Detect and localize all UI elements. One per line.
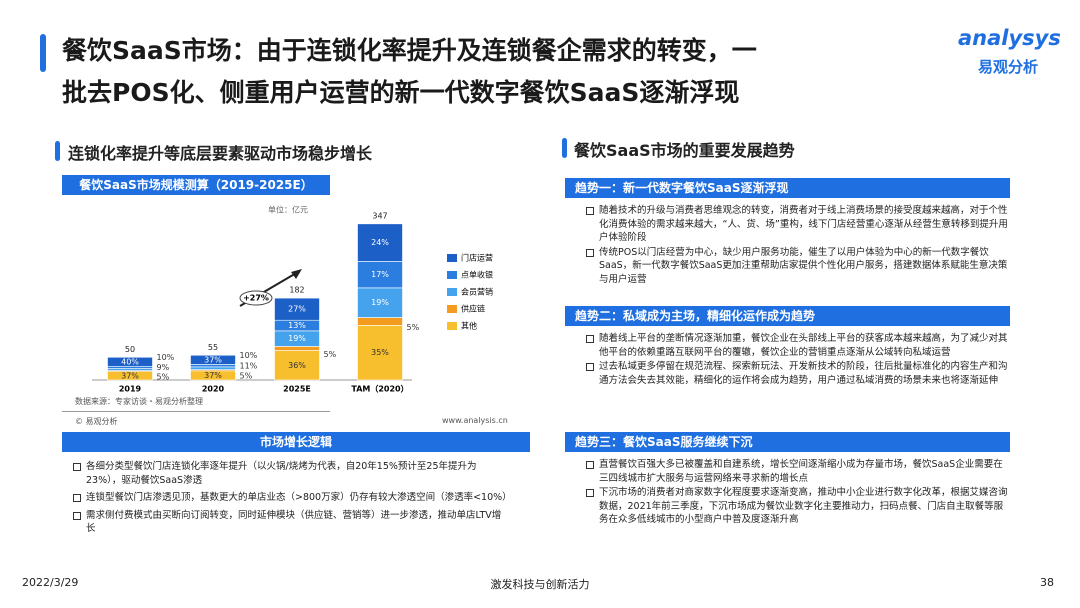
legend-label: 门店运营 (461, 253, 493, 263)
date: 2022/3/29 (22, 576, 79, 589)
logic-banner: 市场增长逻辑 (62, 432, 530, 452)
trend-item: 传统POS以门店经营为中心，缺少用户服务功能，催生了以用户体验为中心的新一代数字… (583, 246, 1008, 287)
title-accent (40, 34, 46, 72)
trend-item: 随着线上平台的垄断情况逐渐加重，餐饮企业在头部线上平台的获客成本越来越高，为了减… (583, 332, 1008, 359)
total-label: 347 (372, 211, 387, 220)
bar-segment (357, 261, 403, 289)
trend-list: 随着线上平台的垄断情况逐渐加重，餐饮企业在头部线上平台的获客成本越来越高，为了减… (583, 332, 1008, 388)
total-label: 182 (289, 286, 304, 295)
trend-banner: 趋势二：私域成为主场，精细化运作成为趋势 (565, 306, 1010, 326)
category-label: 2019 (119, 385, 142, 394)
segment-label: 37% (121, 371, 139, 380)
bar-segment (274, 297, 320, 321)
left-heading: 连锁化率提升等底层要素驱动市场稳步增长 (68, 144, 373, 163)
bar-segment (357, 325, 403, 381)
legend-swatch (447, 254, 457, 262)
bar-segment (357, 223, 403, 262)
bar-segment (190, 354, 236, 365)
chart-banner: 餐饮SaaS市场规模测算（2019-2025E） (62, 175, 330, 195)
segment-label: 19% (288, 334, 306, 343)
segment-label: 13% (288, 321, 306, 330)
bar-segment (190, 364, 236, 368)
segment-label: 9% (157, 363, 170, 372)
segment-label: 5% (407, 323, 420, 332)
slogan: 激发科技与创新活力 (490, 578, 590, 591)
heading-accent (562, 138, 567, 158)
annotation: +27% (243, 294, 269, 303)
segment-label: 37% (204, 371, 222, 380)
bar-segment (107, 356, 153, 367)
legend-swatch (447, 271, 457, 279)
segment-label: 36% (288, 361, 306, 370)
logic-item: 各细分类型餐饮门店连锁化率逐年提升（以火锅/烧烤为代表，自20年15%预计至25… (70, 460, 510, 487)
trend-banner: 趋势一：新一代数字餐饮SaaS逐渐浮现 (565, 178, 1010, 198)
title: 餐饮SaaS市场：由于连锁化率提升及连锁餐企需求的转变，一 批去POS化、侧重用户… (62, 30, 757, 114)
website: www.analysis.cn (442, 416, 508, 425)
logic-list: 各细分类型餐饮门店连锁化率逐年提升（以火锅/烧烤为代表，自20年15%预计至25… (70, 460, 512, 540)
segment-label: 19% (371, 298, 389, 307)
segment-label: 35% (371, 348, 389, 357)
legend-label: 其他 (461, 321, 477, 331)
segment-label: 5% (324, 350, 337, 359)
annotation-frame (239, 290, 273, 306)
trend-item: 直营餐饮百强大多已被覆盖和自建系统，增长空间逐渐缩小成为存量市场，餐饮SaaS企… (583, 458, 1008, 485)
bar-segment (357, 317, 403, 326)
source: 数据来源：专家访谈・易观分析整理 (75, 397, 203, 406)
logo-cn: 易观分析 (978, 58, 1039, 76)
logic-item: 需求侧付费模式由买断向订阅转变，同时延伸模块（供应链、营销等）进一步渗透，推动单… (70, 509, 510, 536)
bar-segment (190, 366, 236, 370)
divider (62, 411, 330, 412)
category-label: 2025E (283, 385, 311, 394)
legend-label: 会员营销 (461, 287, 493, 297)
segment-label: 11% (240, 362, 258, 371)
segment-label: 37% (204, 355, 222, 364)
legend-swatch (447, 305, 457, 313)
segment-label: 5% (157, 373, 170, 382)
category-label: 2020 (202, 385, 225, 394)
segment-label: 10% (240, 351, 258, 360)
unit-label: 单位：亿元 (268, 205, 308, 215)
title-line: 餐饮SaaS市场：由于连锁化率提升及连锁餐企需求的转变，一 (62, 36, 757, 65)
right-heading: 餐饮SaaS市场的重要发展趋势 (574, 141, 795, 160)
bar-segment (357, 287, 403, 318)
segment-label: 10% (157, 353, 175, 362)
trend-item: 下沉市场的消费者对商家数字化程度要求逐渐变高，推动中小企业进行数字化改革，根据艾… (583, 486, 1008, 527)
page-number: 38 (1040, 576, 1054, 589)
title-line: 批去POS化、侧重用户运营的新一代数字餐饮SaaS逐渐浮现 (62, 78, 740, 107)
segment-label: 27% (288, 305, 306, 314)
arrow-head (291, 269, 302, 279)
category-label: TAM（2020） (351, 384, 408, 394)
bar-segment (274, 346, 320, 351)
segment-label: 17% (371, 270, 389, 279)
trend-list: 直营餐饮百强大多已被覆盖和自建系统，增长空间逐渐缩小成为存量市场，餐饮SaaS企… (583, 458, 1008, 528)
bar-segment (107, 365, 153, 369)
legend-label: 供应链 (461, 304, 485, 314)
segment-label: 24% (371, 238, 389, 247)
trend-item: 随着技术的升级与消费者思维观念的转变，消费者对于线上消费场景的接受度越来越高，对… (583, 204, 1008, 245)
copyright: © 易观分析 (75, 417, 118, 426)
logo-en: analysys (958, 26, 1061, 50)
segment-label: 40% (121, 357, 139, 366)
legend-swatch (447, 288, 457, 296)
trend-list: 随着技术的升级与消费者思维观念的转变，消费者对于线上消费场景的接受度越来越高，对… (583, 204, 1008, 287)
total-label: 50 (125, 345, 135, 354)
logic-item: 连锁型餐饮门店渗透见顶，基数更大的单店业态（>800万家）仍存有较大渗透空间（渗… (70, 491, 512, 505)
bar-segment (274, 350, 320, 381)
trend-banner: 趋势三：餐饮SaaS服务继续下沉 (565, 432, 1010, 452)
trend-item: 过去私域更多停留在规范流程、探索新玩法、开发新技术的阶段，往后批量标准化的内容生… (583, 360, 1008, 387)
bar-segment (107, 368, 153, 371)
legend-swatch (447, 322, 457, 330)
heading-accent (55, 141, 60, 161)
legend-label: 点单收银 (461, 270, 493, 280)
segment-label: 5% (240, 372, 253, 381)
total-label: 55 (208, 343, 218, 352)
